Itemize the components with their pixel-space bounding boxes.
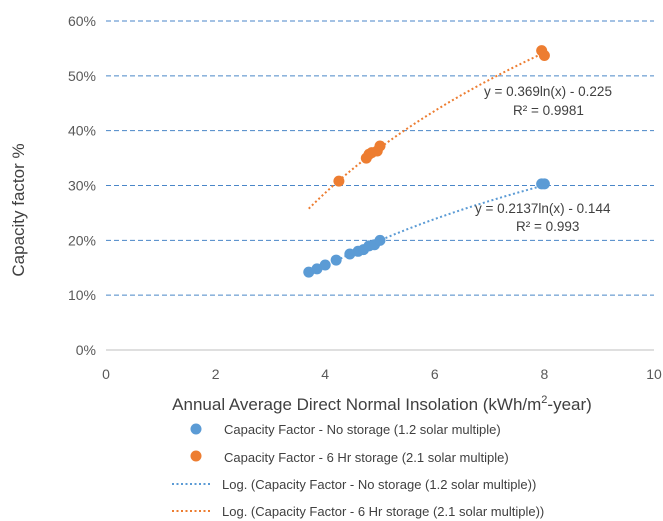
x-axis-title: Annual Average Direct Normal Insolation … [172, 394, 592, 414]
trendline-equation-6hr: y = 0.369ln(x) - 0.225 [484, 84, 612, 99]
trendline-r2-6hr: R² = 0.9981 [513, 103, 584, 118]
data-point-6hr [374, 140, 386, 152]
legend: Capacity Factor - No storage (1.2 solar … [172, 422, 544, 519]
trendline-no-storage [308, 184, 545, 277]
legend-label-6hr: Capacity Factor - 6 Hr storage (2.1 sola… [224, 450, 509, 465]
y-tick-label: 30% [68, 178, 96, 194]
trendlines [308, 51, 545, 277]
legend-label-no-storage: Capacity Factor - No storage (1.2 solar … [224, 422, 501, 437]
legend-marker-no-storage [190, 423, 202, 435]
trendline-r2-no-storage: R² = 0.993 [516, 219, 579, 234]
y-tick-label: 50% [68, 68, 96, 84]
x-tick-labels: 0 2 4 6 8 10 [102, 366, 662, 382]
data-point-no-storage [538, 178, 550, 190]
y-tick-label: 0% [76, 342, 96, 358]
data-point-no-storage [330, 254, 342, 266]
data-point-6hr [333, 175, 345, 187]
y-tick-label: 40% [68, 123, 96, 139]
legend-label-trend-no-storage: Log. (Capacity Factor - No storage (1.2 … [222, 477, 536, 492]
x-axis-title-tail: -year) [547, 395, 591, 414]
data-points [303, 45, 550, 278]
data-point-no-storage [319, 259, 331, 271]
legend-marker-6hr [190, 450, 202, 462]
y-tick-labels: 0% 10% 20% 30% 40% 50% 60% [68, 13, 96, 358]
x-tick-label: 8 [541, 366, 549, 382]
x-tick-label: 0 [102, 366, 110, 382]
x-axis-title-main: Annual Average Direct Normal Insolation … [172, 395, 541, 414]
y-tick-label: 20% [68, 232, 96, 248]
x-axis-title-superscript: 2 [541, 394, 547, 406]
y-tick-label: 60% [68, 13, 96, 29]
x-tick-label: 4 [321, 366, 329, 382]
x-tick-label: 10 [646, 366, 662, 382]
gridlines [106, 20, 654, 296]
data-point-no-storage [311, 263, 323, 275]
data-point-6hr [538, 50, 550, 62]
legend-label-trend-6hr: Log. (Capacity Factor - 6 Hr storage (2.… [222, 504, 544, 519]
x-tick-label: 2 [212, 366, 220, 382]
data-point-no-storage [374, 234, 386, 246]
trendline-equation-no-storage: y = 0.2137ln(x) - 0.144 [475, 201, 611, 216]
x-tick-label: 6 [431, 366, 439, 382]
trendline-6hr [308, 51, 545, 210]
y-tick-label: 10% [68, 287, 96, 303]
y-axis-title: Capacity factor % [9, 143, 28, 276]
